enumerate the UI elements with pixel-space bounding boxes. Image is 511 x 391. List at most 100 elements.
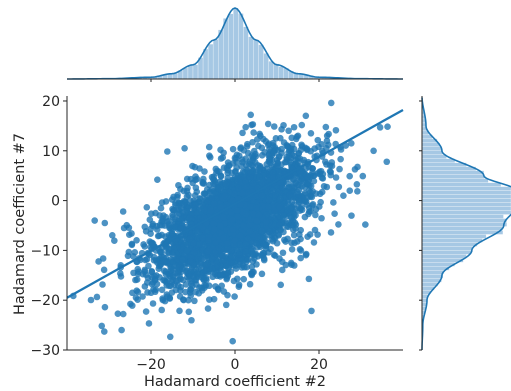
data-point xyxy=(265,196,273,204)
data-point xyxy=(318,214,325,222)
data-point xyxy=(262,242,270,250)
data-point xyxy=(192,173,199,180)
data-point xyxy=(217,222,224,229)
data-point xyxy=(99,281,106,288)
data-point xyxy=(98,322,106,330)
data-point xyxy=(258,179,266,187)
data-point xyxy=(258,144,266,152)
data-point xyxy=(199,234,206,242)
data-point xyxy=(223,240,231,247)
top-histogram-bar xyxy=(258,44,264,80)
data-point xyxy=(270,123,278,130)
data-point xyxy=(157,204,165,212)
data-point xyxy=(259,249,267,257)
data-point xyxy=(204,305,212,312)
data-point xyxy=(258,227,265,235)
data-point xyxy=(87,296,95,304)
data-point xyxy=(278,126,285,133)
data-point xyxy=(245,221,253,229)
data-point xyxy=(142,308,150,315)
data-point xyxy=(185,308,193,316)
data-point xyxy=(249,251,256,258)
data-point xyxy=(206,181,213,189)
top-histogram-bar xyxy=(268,60,274,80)
data-point xyxy=(200,190,208,197)
data-point xyxy=(258,192,266,199)
data-point xyxy=(178,256,186,264)
right-histogram-bar xyxy=(421,150,443,155)
x-tick-label: 0 xyxy=(231,357,240,373)
top-marginal-histogram xyxy=(67,7,403,82)
right-histogram-bar xyxy=(421,198,511,203)
data-point xyxy=(119,208,127,215)
right-histogram-bar xyxy=(421,254,467,259)
data-point xyxy=(225,264,232,272)
data-point xyxy=(123,221,131,229)
data-point xyxy=(283,141,291,149)
data-point xyxy=(173,209,181,217)
data-point xyxy=(118,326,125,334)
data-point xyxy=(192,288,199,296)
data-point xyxy=(267,245,274,253)
data-point xyxy=(229,216,236,223)
data-point xyxy=(217,155,225,162)
data-point xyxy=(235,251,243,258)
data-point xyxy=(297,247,305,254)
right-histogram-bar xyxy=(421,178,489,183)
top-histogram-bar xyxy=(207,43,214,80)
data-point xyxy=(335,221,342,228)
data-point xyxy=(149,300,157,307)
data-point xyxy=(269,173,277,181)
data-point xyxy=(258,270,266,278)
data-point xyxy=(264,120,272,128)
data-point xyxy=(294,132,302,140)
data-point xyxy=(362,221,369,228)
data-point xyxy=(322,123,330,131)
data-point xyxy=(301,213,309,221)
data-point xyxy=(205,237,212,244)
data-point xyxy=(206,152,213,160)
data-point xyxy=(234,213,242,220)
data-point xyxy=(291,219,299,227)
right-histogram-bar xyxy=(421,158,456,163)
data-point xyxy=(194,227,201,235)
data-point xyxy=(218,282,225,290)
data-point xyxy=(153,280,161,288)
right-histogram-bar xyxy=(421,206,511,211)
right-histogram-bar xyxy=(421,250,472,255)
data-point xyxy=(250,210,257,218)
data-point xyxy=(238,156,246,163)
data-point xyxy=(337,155,344,163)
data-point xyxy=(198,284,205,292)
data-point xyxy=(327,99,335,107)
data-point xyxy=(346,172,353,180)
data-point xyxy=(307,129,315,137)
top-histogram-bar xyxy=(217,29,224,80)
data-point xyxy=(253,136,261,143)
data-point xyxy=(145,320,153,327)
top-histogram-bar xyxy=(182,67,189,80)
data-point xyxy=(290,123,298,131)
data-point xyxy=(169,251,177,259)
data-point xyxy=(245,160,253,168)
right-histogram-bar xyxy=(421,274,444,279)
data-point xyxy=(314,136,322,144)
data-point xyxy=(323,144,330,152)
right-histogram-bar xyxy=(421,238,483,243)
data-point xyxy=(289,226,297,233)
data-point xyxy=(252,240,260,247)
data-point xyxy=(312,211,319,219)
data-point xyxy=(160,259,168,266)
data-point xyxy=(134,288,142,296)
data-point xyxy=(186,235,194,243)
data-point xyxy=(298,175,306,183)
data-point xyxy=(169,272,177,280)
data-point xyxy=(247,111,255,119)
data-point xyxy=(227,208,235,216)
y-tick-label: −30 xyxy=(30,343,60,359)
data-point xyxy=(296,168,304,176)
data-point xyxy=(325,130,332,138)
data-point xyxy=(177,287,184,294)
right-histogram-bar xyxy=(421,146,442,151)
top-histogram-bar xyxy=(273,63,279,80)
